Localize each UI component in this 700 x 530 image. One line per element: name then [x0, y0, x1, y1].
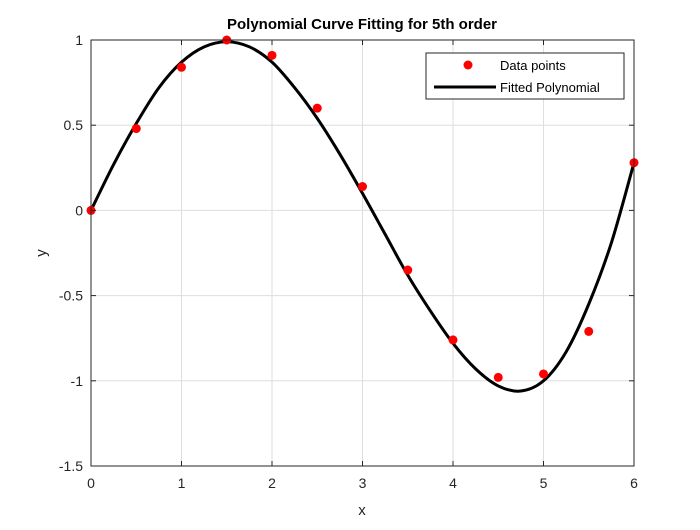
legend-label-data-points: Data points	[500, 58, 566, 73]
data-point	[403, 265, 413, 275]
axis-ticks	[90, 39, 635, 467]
x-tick-label: 4	[449, 475, 457, 491]
x-axis-label: x	[358, 502, 366, 519]
y-tick-label: 0.5	[64, 117, 84, 133]
data-point	[493, 372, 503, 382]
legend-marker-data-points	[463, 60, 473, 70]
x-tick-label: 1	[178, 475, 186, 491]
data-point	[448, 335, 458, 345]
y-tick-label: -1	[71, 373, 84, 389]
data-point	[177, 62, 186, 72]
y-axis-label: y	[33, 249, 50, 257]
tick-labels: 0 1 2 3 4 5 6 -1.5 -1 -0.5 0 0.5 1	[59, 32, 638, 491]
y-tick-label: 1	[75, 32, 83, 48]
y-tick-label: -0.5	[59, 288, 83, 304]
x-tick-label: 0	[87, 475, 95, 491]
x-tick-label: 5	[540, 475, 548, 491]
data-point	[358, 182, 367, 192]
legend-box	[425, 52, 625, 100]
data-point	[584, 326, 594, 336]
data-point	[267, 50, 277, 60]
legend: Data points Fitted Polynomial	[425, 52, 625, 100]
legend-label-fitted-polynomial: Fitted Polynomial	[500, 80, 600, 95]
y-tick-label: 0	[75, 202, 83, 218]
y-tick-label: -1.5	[59, 458, 83, 474]
x-tick-label: 3	[359, 475, 367, 491]
fitted-polynomial-line	[89, 40, 636, 393]
data-point	[131, 124, 141, 134]
chart-title: Polynomial Curve Fitting for 5th order	[227, 16, 497, 33]
fitted-curve-layer	[89, 40, 636, 393]
data-points-layer	[86, 35, 639, 382]
data-point	[312, 103, 322, 113]
data-point	[539, 369, 548, 379]
x-tick-label: 2	[268, 475, 276, 491]
x-tick-label: 6	[630, 475, 638, 491]
